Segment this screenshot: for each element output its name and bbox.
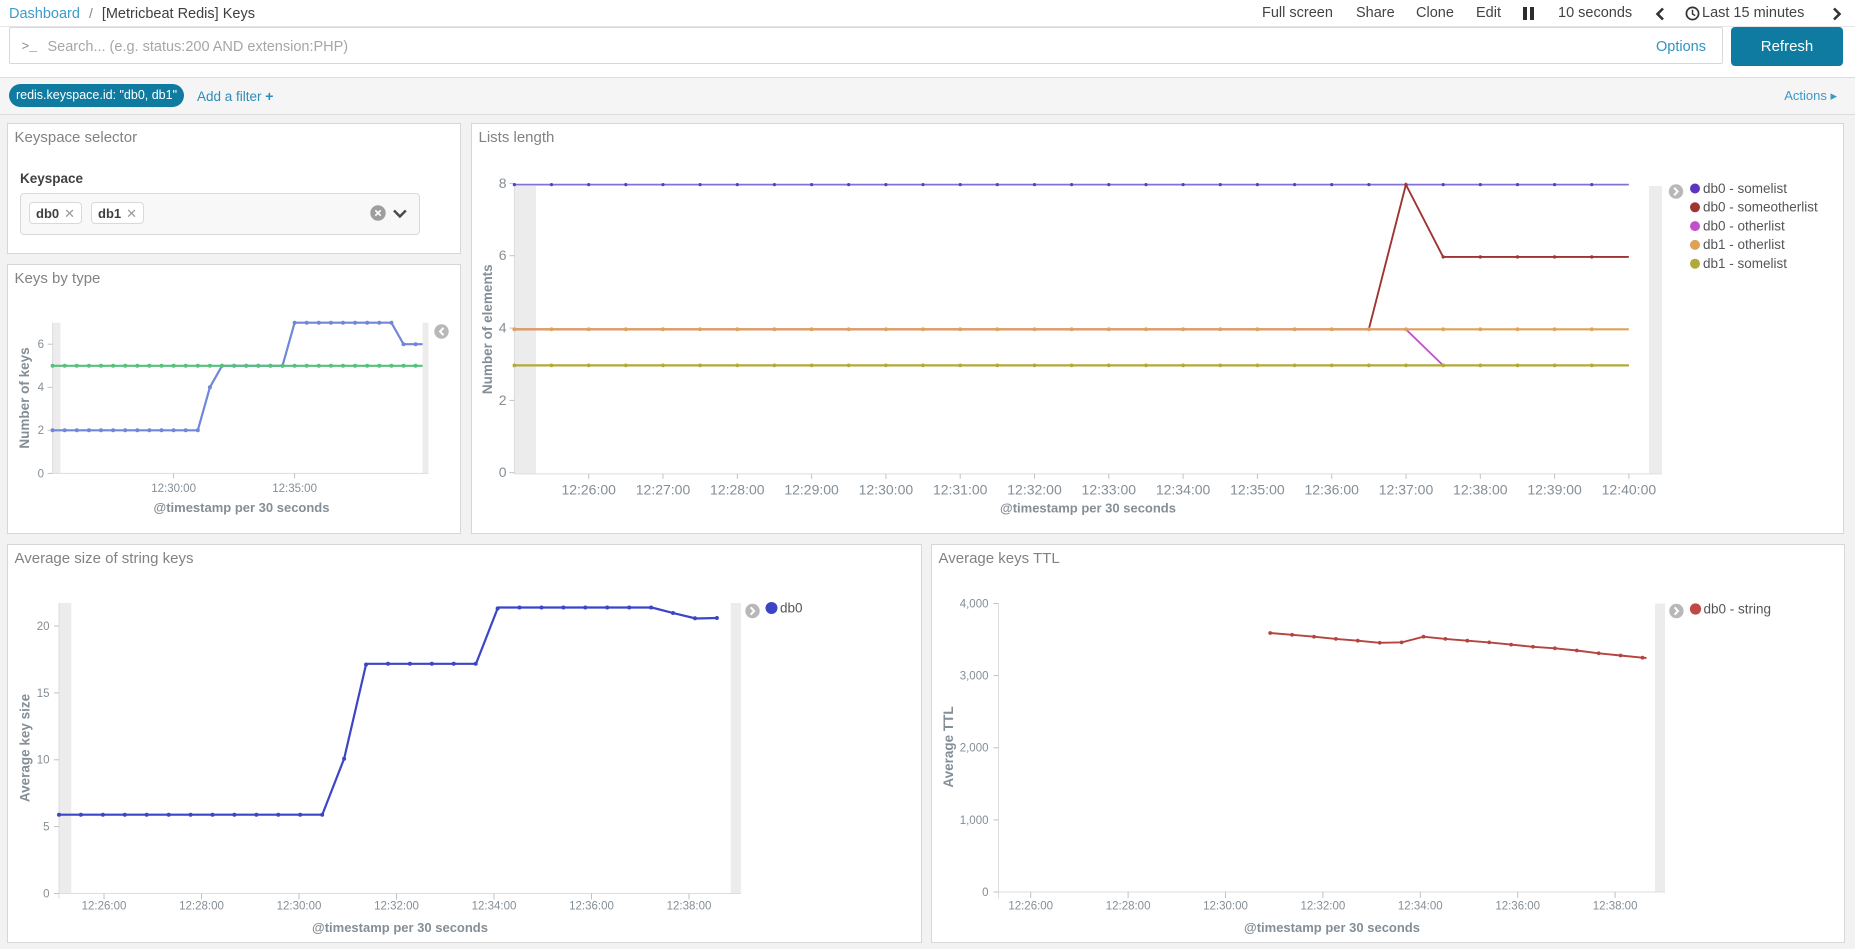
svg-text:2,000: 2,000 (960, 743, 989, 755)
svg-text:db1 - otherlist: db1 - otherlist (1703, 237, 1785, 252)
svg-text:8: 8 (499, 174, 507, 190)
svg-text:12:35:00: 12:35:00 (272, 483, 317, 495)
svg-text:12:30:00: 12:30:00 (1203, 901, 1248, 913)
svg-text:12:28:00: 12:28:00 (179, 901, 224, 913)
svg-text:db0 - someotherlist: db0 - someotherlist (1703, 199, 1818, 214)
svg-text:db0 - string: db0 - string (1704, 601, 1772, 616)
svg-text:0: 0 (499, 464, 507, 480)
svg-text:12:27:00: 12:27:00 (636, 481, 691, 497)
svg-text:4: 4 (38, 382, 45, 394)
svg-text:12:35:00: 12:35:00 (1230, 481, 1285, 497)
svg-text:12:26:00: 12:26:00 (82, 901, 127, 913)
svg-text:1,000: 1,000 (960, 815, 989, 827)
svg-text:@timestamp per 30 seconds: @timestamp per 30 seconds (154, 500, 330, 515)
svg-text:6: 6 (38, 339, 44, 351)
svg-text:12:28:00: 12:28:00 (1106, 901, 1151, 913)
svg-text:12:36:00: 12:36:00 (569, 901, 614, 913)
svg-text:12:32:00: 12:32:00 (374, 901, 419, 913)
svg-text:12:30:00: 12:30:00 (277, 901, 322, 913)
svg-text:Average key size: Average key size (18, 693, 33, 802)
svg-text:db0: db0 (780, 600, 803, 615)
svg-text:4,000: 4,000 (960, 598, 989, 610)
svg-text:12:34:00: 12:34:00 (472, 901, 517, 913)
svg-text:12:30:00: 12:30:00 (151, 483, 196, 495)
svg-text:@timestamp per 30 seconds: @timestamp per 30 seconds (1000, 500, 1176, 515)
svg-text:12:38:00: 12:38:00 (667, 901, 712, 913)
svg-text:12:38:00: 12:38:00 (1593, 901, 1638, 913)
svg-text:12:38:00: 12:38:00 (1453, 481, 1508, 497)
svg-text:db1 - somelist: db1 - somelist (1703, 256, 1787, 271)
svg-text:12:39:00: 12:39:00 (1527, 481, 1582, 497)
svg-text:0: 0 (43, 888, 49, 900)
svg-text:@timestamp per 30 seconds: @timestamp per 30 seconds (1244, 920, 1420, 935)
svg-text:15: 15 (37, 688, 50, 700)
svg-text:12:34:00: 12:34:00 (1398, 901, 1443, 913)
svg-text:Average TTL: Average TTL (941, 706, 956, 787)
svg-text:12:30:00: 12:30:00 (859, 481, 914, 497)
svg-text:0: 0 (38, 468, 44, 480)
svg-text:@timestamp per 30 seconds: @timestamp per 30 seconds (312, 920, 488, 935)
svg-text:12:33:00: 12:33:00 (1082, 481, 1137, 497)
svg-text:12:36:00: 12:36:00 (1495, 901, 1540, 913)
svg-text:12:31:00: 12:31:00 (933, 481, 988, 497)
svg-text:Number of elements: Number of elements (480, 264, 495, 394)
svg-text:12:32:00: 12:32:00 (1007, 481, 1062, 497)
svg-text:0: 0 (982, 887, 988, 899)
svg-text:db0 - somelist: db0 - somelist (1703, 180, 1787, 195)
svg-text:12:36:00: 12:36:00 (1304, 481, 1359, 497)
svg-text:db0 - otherlist: db0 - otherlist (1703, 218, 1785, 233)
svg-text:3,000: 3,000 (960, 671, 989, 683)
svg-text:10: 10 (37, 755, 50, 767)
svg-text:12:28:00: 12:28:00 (710, 481, 765, 497)
svg-text:12:29:00: 12:29:00 (784, 481, 839, 497)
svg-text:12:26:00: 12:26:00 (561, 481, 616, 497)
svg-text:Number of keys: Number of keys (17, 347, 32, 448)
svg-text:5: 5 (43, 822, 49, 834)
svg-text:12:32:00: 12:32:00 (1301, 901, 1346, 913)
svg-text:6: 6 (499, 247, 507, 263)
svg-text:2: 2 (38, 425, 44, 437)
svg-text:12:37:00: 12:37:00 (1379, 481, 1434, 497)
svg-text:4: 4 (499, 319, 507, 335)
svg-text:20: 20 (37, 621, 50, 633)
svg-text:12:26:00: 12:26:00 (1008, 901, 1053, 913)
svg-text:12:34:00: 12:34:00 (1156, 481, 1211, 497)
svg-text:2: 2 (499, 391, 507, 407)
svg-text:12:40:00: 12:40:00 (1602, 481, 1657, 497)
